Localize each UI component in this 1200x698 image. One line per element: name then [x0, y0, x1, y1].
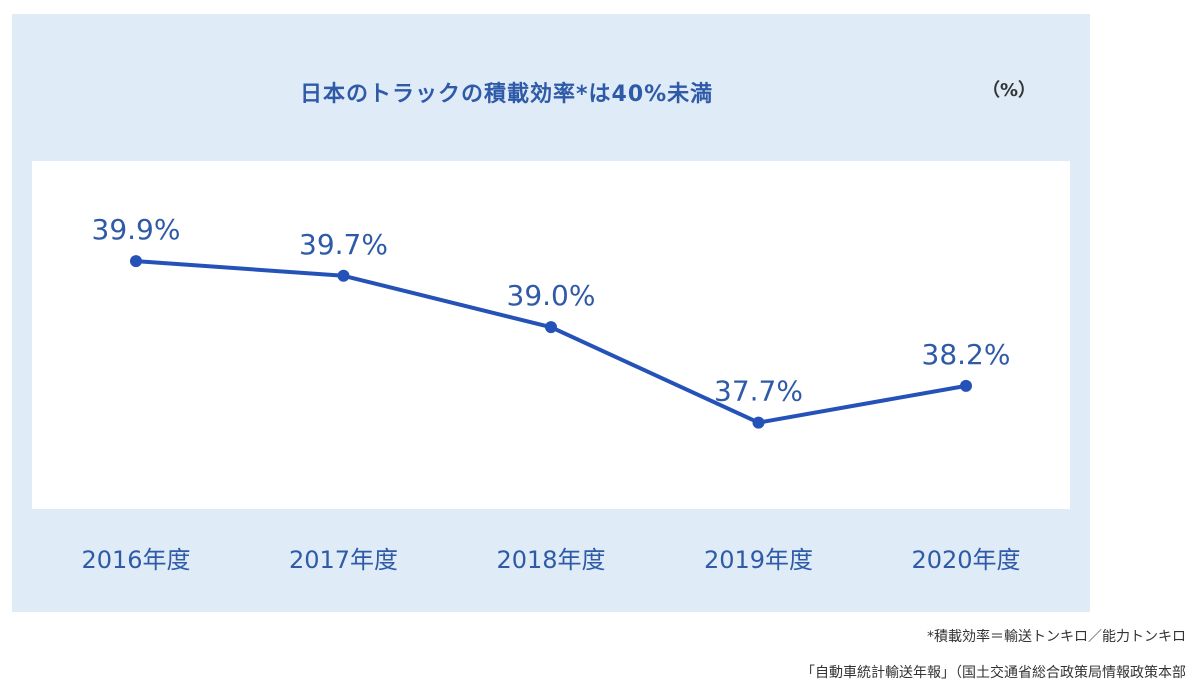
x-axis-ticks: 2016年度 2017年度 2018年度 2019年度 2020年度 [81, 546, 1020, 574]
data-labels: 39.9% 39.7% 39.0% 37.7% 38.2% [92, 213, 1011, 408]
x-tick-label: 2016年度 [81, 546, 190, 574]
data-point [130, 255, 142, 268]
data-label: 37.7% [714, 375, 803, 408]
x-tick-label: 2020年度 [911, 546, 1020, 574]
plot-area [32, 161, 1070, 509]
source-note: 「自動車統計輸送年報」（国土交通省総合政策局情報政策本部 [801, 665, 1186, 681]
unit-label: （%） [982, 80, 1037, 101]
x-tick-label: 2017年度 [289, 546, 398, 574]
data-point [337, 269, 350, 282]
x-tick-label: 2019年度 [704, 546, 813, 574]
data-label: 39.7% [299, 228, 388, 261]
data-label: 38.2% [922, 338, 1011, 371]
data-label: 39.9% [92, 213, 181, 246]
data-point [545, 321, 557, 334]
definition-note: *積載効率＝輸送トンキロ／能力トンキロ [927, 629, 1186, 645]
data-points [130, 255, 972, 429]
chart-title: 日本のトラックの積載効率*は40%未満 [300, 82, 714, 107]
x-tick-label: 2018年度 [496, 546, 605, 574]
data-label: 39.0% [507, 279, 596, 312]
data-point [752, 416, 765, 429]
data-point [960, 379, 972, 392]
